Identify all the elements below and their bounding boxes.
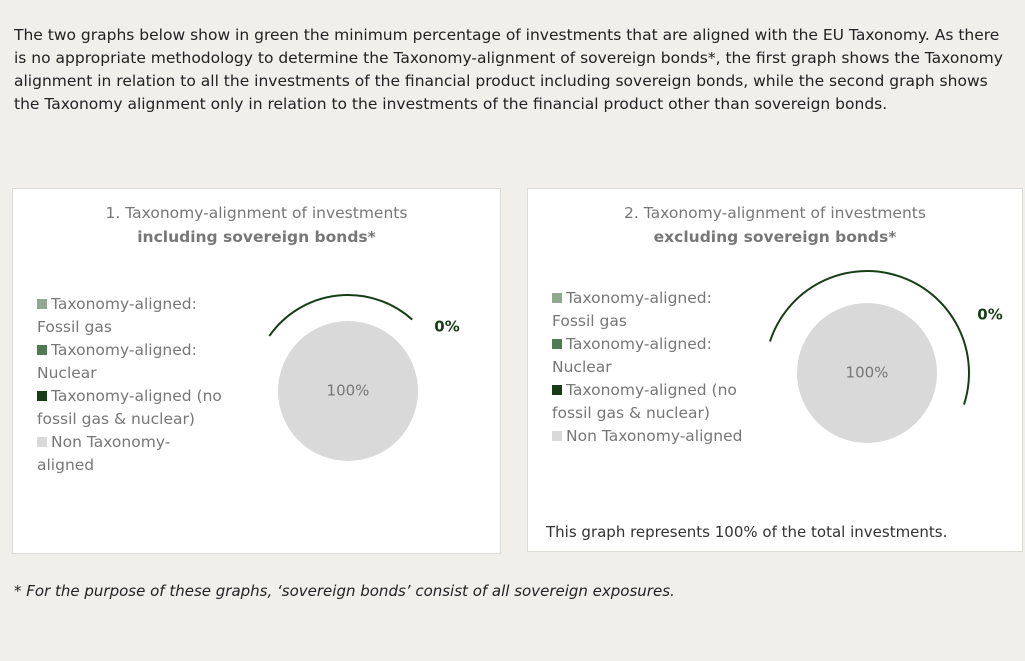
- legend: Taxonomy-aligned: Fossil gas Taxonomy-ali…: [552, 287, 757, 448]
- pie-slice: [278, 321, 418, 461]
- legend-item: Taxonomy-aligned: Nuclear: [552, 333, 757, 379]
- legend-label: Non Taxonomy-aligned: [37, 433, 171, 474]
- legend-swatch: [552, 431, 562, 441]
- legend-item: Taxonomy-aligned (no fossil gas & nuclea…: [37, 385, 227, 431]
- legend-label: Taxonomy-aligned (no fossil gas & nuclea…: [37, 387, 222, 428]
- aligned-bracket-arc: [769, 270, 970, 405]
- chart-title-block: 2. Taxonomy-alignment of investments excl…: [528, 201, 1022, 249]
- pie: 0% 100%: [769, 270, 1003, 443]
- chart-title: 2. Taxonomy-alignment of investments: [624, 204, 926, 222]
- footnote: * For the purpose of these graphs, ‘sove…: [14, 582, 675, 600]
- legend-item: Non Taxonomy-aligned: [37, 431, 227, 477]
- chart-box: 2. Taxonomy-alignment of investments excl…: [527, 188, 1023, 552]
- pie: 0% 100%: [268, 294, 460, 461]
- legend-item: Non Taxonomy-aligned: [552, 425, 757, 448]
- legend-label: Taxonomy-aligned: Nuclear: [37, 341, 197, 382]
- chart-title-block: 1. Taxonomy-alignment of investments incl…: [13, 201, 500, 249]
- data-label: 0%: [977, 306, 1002, 324]
- legend-swatch: [552, 339, 562, 349]
- data-label: 100%: [327, 382, 370, 400]
- legend-label: Taxonomy-aligned (no fossil gas & nuclea…: [552, 381, 737, 422]
- legend-label: Taxonomy-aligned: Fossil gas: [37, 295, 197, 336]
- aligned-bracket-arc: [268, 294, 413, 337]
- chart-title: 1. Taxonomy-alignment of investments: [105, 204, 408, 222]
- legend-swatch: [37, 345, 47, 355]
- data-label: 100%: [846, 364, 889, 382]
- chart-box: 1. Taxonomy-alignment of investments incl…: [12, 188, 501, 554]
- legend-swatch: [37, 391, 47, 401]
- legend-swatch: [37, 437, 47, 447]
- legend-label: Taxonomy-aligned: Nuclear: [552, 335, 712, 376]
- legend: Taxonomy-aligned: Fossil gas Taxonomy-ali…: [37, 293, 227, 477]
- intro-text: The two graphs below show in green the m…: [14, 26, 1003, 113]
- chart-subtitle: excluding sovereign bonds*: [653, 228, 897, 246]
- legend-swatch: [552, 385, 562, 395]
- legend-label: Taxonomy-aligned: Fossil gas: [552, 289, 712, 330]
- legend-item: Taxonomy-aligned (no fossil gas & nuclea…: [552, 379, 757, 425]
- data-label: 0%: [434, 318, 459, 336]
- legend-item: Taxonomy-aligned: Fossil gas: [37, 293, 227, 339]
- legend-label: Non Taxonomy-aligned: [566, 427, 743, 445]
- legend-swatch: [552, 293, 562, 303]
- legend-swatch: [37, 299, 47, 309]
- chart-subtitle: including sovereign bonds*: [137, 228, 376, 246]
- legend-item: Taxonomy-aligned: Nuclear: [37, 339, 227, 385]
- chart-note: This graph represents 100% of the total …: [546, 523, 948, 541]
- pie-slice: [797, 303, 937, 443]
- legend-item: Taxonomy-aligned: Fossil gas: [552, 287, 757, 333]
